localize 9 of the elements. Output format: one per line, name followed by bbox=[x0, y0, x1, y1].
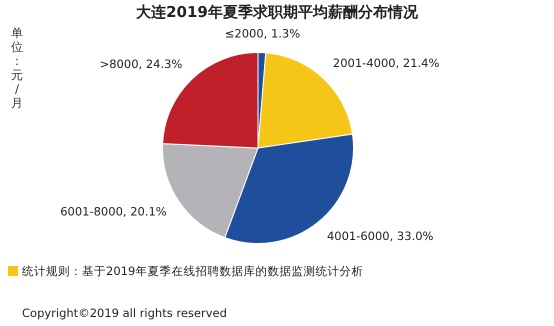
slice-label: ≤2000, 1.3% bbox=[224, 26, 300, 41]
text: 单位：元/月 bbox=[10, 26, 24, 110]
slice-label: 6001-8000, 20.1% bbox=[60, 204, 167, 218]
slice-label: 2001-4000, 21.4% bbox=[332, 56, 440, 70]
slice-label: >8000, 24.3% bbox=[100, 56, 182, 71]
text: 统计规则：基于2019年夏季在线招聘数据库的数据监测统计分析 bbox=[21, 264, 364, 279]
text: Copyright©2019 all rights reserved bbox=[22, 306, 227, 320]
slice-label: 4001-6000, 33.0% bbox=[326, 229, 434, 244]
chart-title: 大连2019年夏季求职期平均薪酬分布情况 bbox=[135, 3, 419, 22]
